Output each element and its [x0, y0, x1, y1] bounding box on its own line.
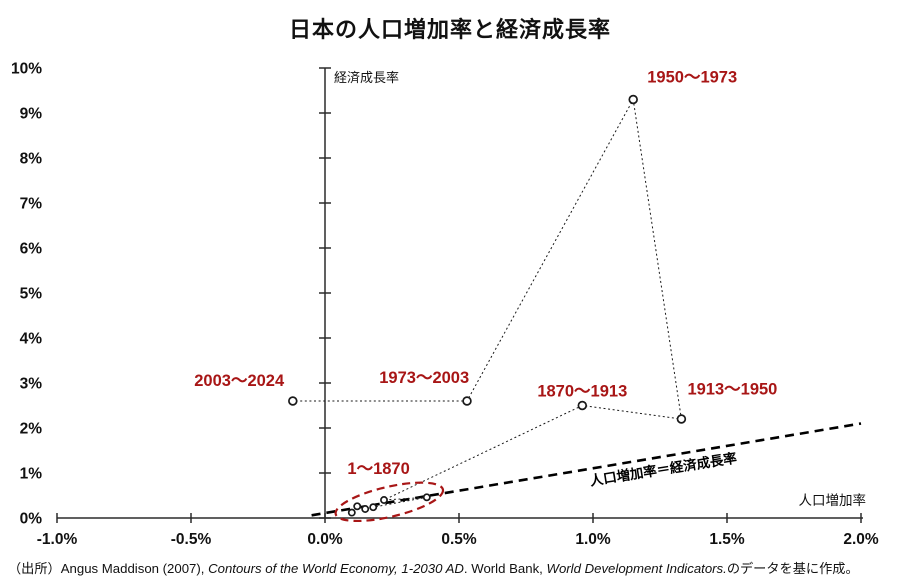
data-point-marker	[462, 396, 472, 406]
y-tick-label: 6%	[20, 241, 43, 258]
y-tick-label: 10%	[11, 61, 42, 78]
y-tick-label: 8%	[20, 151, 43, 168]
x-tick-label: 0.5%	[441, 531, 477, 548]
data-point-marker	[288, 396, 298, 406]
data-point-marker	[422, 493, 431, 502]
data-point-marker	[361, 505, 370, 513]
chart-title: 日本の人口増加率と経済成長率	[288, 17, 611, 42]
x-tick-label: -0.5%	[171, 531, 212, 548]
x-tick-label: 0.0%	[307, 531, 343, 548]
cluster-ellipse	[334, 481, 445, 523]
y-tick-label: 7%	[20, 196, 43, 213]
source-text-segment: Contours of the World Economy, 1-2030 AD	[208, 561, 464, 576]
data-point-marker	[347, 508, 356, 517]
identity-line	[311, 422, 862, 517]
identity-line-label: 人口増加率＝経済成長率	[589, 449, 739, 488]
data-point-marker	[380, 496, 388, 504]
source-text-segment: のデータを基に作成。	[726, 561, 859, 576]
y-tick-label: 0%	[20, 511, 43, 528]
period-label: 1870～1913	[537, 383, 627, 401]
y-tick-label: 4%	[20, 331, 43, 348]
data-point-marker	[676, 414, 687, 424]
data-point-marker	[577, 400, 588, 411]
x-tick-label: -1.0%	[37, 531, 78, 548]
y-tick-label: 3%	[20, 376, 43, 393]
source-text-segment: World Development Indicators.	[546, 561, 727, 576]
y-tick-label: 9%	[20, 106, 43, 123]
data-point-marker	[369, 503, 378, 512]
x-tick-label: 1.5%	[709, 531, 745, 548]
y-axis-title: 経済成長率	[334, 70, 399, 85]
period-label: 1913～1950	[687, 380, 777, 398]
y-tick-label: 5%	[20, 286, 43, 303]
period-label: 1950～1973	[647, 69, 737, 87]
source-note: （出所）Angus Maddison (2007), Contours of t…	[8, 558, 896, 577]
source-text-segment: . World Bank,	[463, 561, 547, 576]
period-label: 1973～2003	[379, 369, 469, 387]
source-text-segment: （出所）Angus Maddison (2007),	[8, 561, 209, 576]
period-label: 1～1870	[347, 460, 409, 478]
y-tick-label: 2%	[20, 421, 43, 438]
x-axis-title: 人口増加率	[799, 492, 867, 508]
series-line	[292, 97, 682, 513]
x-tick-label: 2.0%	[843, 531, 879, 548]
data-point-marker	[353, 502, 362, 511]
period-label: 2003～2024	[194, 372, 285, 390]
y-tick-label: 1%	[20, 466, 43, 483]
x-tick-label: 1.0%	[575, 531, 611, 548]
data-point-marker	[628, 94, 638, 105]
